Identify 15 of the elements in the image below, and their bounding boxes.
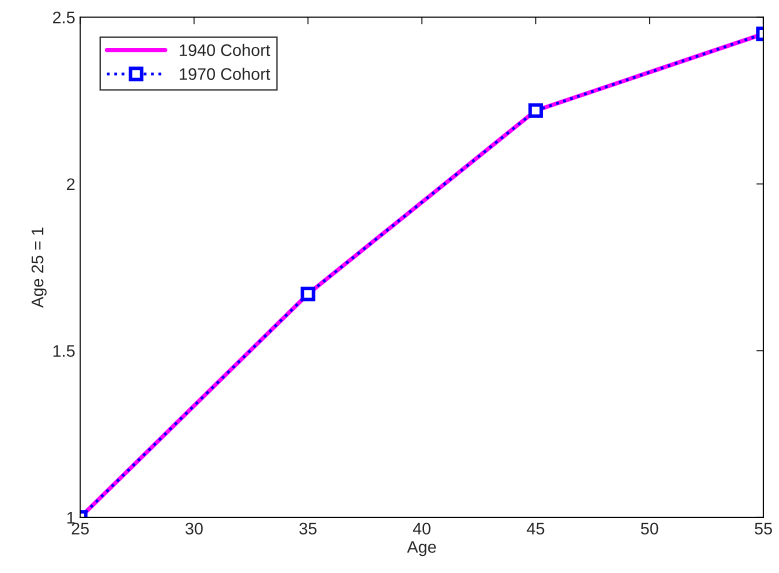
y-tick-label: 2: [66, 178, 75, 190]
x-tick-label: 35: [299, 522, 317, 535]
x-tick-label: 55: [754, 522, 772, 535]
x-tick-label: 30: [185, 522, 203, 535]
x-axis-title: Age: [407, 541, 436, 556]
legend-label: 1940 Cohort: [180, 44, 270, 56]
y-tick-label: 1.5: [53, 345, 75, 357]
x-tick-label: 50: [640, 522, 658, 535]
legend-label: 1970 Cohort: [180, 68, 270, 80]
x-tick-label: 25: [72, 522, 89, 535]
y-tick-label: 2.5: [53, 12, 75, 24]
y-tick-label: 1: [67, 512, 75, 524]
y-axis-title: Age 25 = 1: [32, 228, 47, 308]
x-tick-label: 40: [412, 522, 430, 535]
x-tick-label: 45: [526, 522, 544, 535]
